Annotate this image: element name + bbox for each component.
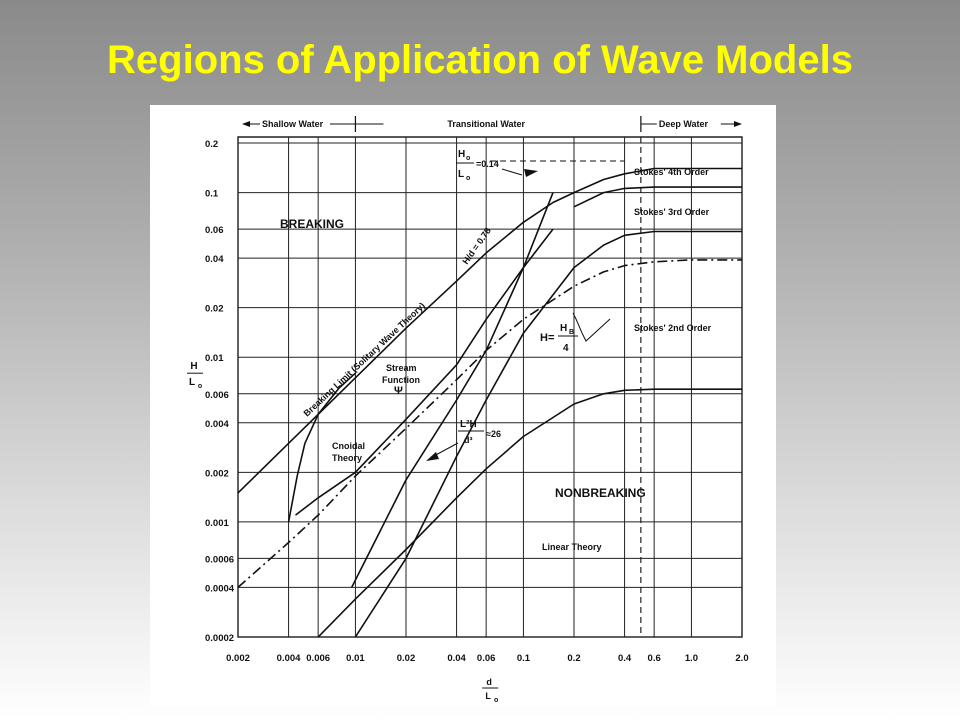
slide-title: Regions of Application of Wave Models bbox=[107, 38, 853, 82]
x-axis-label-den: L bbox=[485, 691, 491, 701]
ursell-num: L²H bbox=[460, 419, 477, 430]
ho-lo-num: H bbox=[458, 149, 465, 160]
hb-pointer-b bbox=[572, 312, 583, 334]
stream-function-label-2: Function bbox=[382, 375, 420, 385]
y-tick-label: 0.0002 bbox=[205, 633, 234, 644]
x-axis-label-num: d bbox=[486, 677, 492, 687]
x-tick-label: 0.2 bbox=[567, 653, 580, 664]
stokes-4th-label: Stokes' 4th Order bbox=[634, 167, 709, 177]
y-axis-label-den: L bbox=[189, 377, 195, 388]
deep-arrowhead bbox=[734, 121, 742, 127]
y-tick-label: 0.04 bbox=[205, 254, 224, 265]
ho-lo-den-sub: o bbox=[466, 175, 470, 182]
x-tick-label: 0.6 bbox=[648, 653, 661, 664]
breaking-limit-label: Breaking Limit (Solitary Wave Theory) bbox=[302, 301, 427, 419]
ursell-value: ≈26 bbox=[486, 429, 501, 439]
ho-lo-den: L bbox=[458, 169, 464, 180]
y-tick-label: 0.004 bbox=[205, 419, 229, 430]
y-tick-label: 0.0006 bbox=[205, 554, 234, 565]
x-tick-label: 0.02 bbox=[397, 653, 416, 664]
series-line-0 bbox=[237, 167, 742, 494]
x-tick-label: 0.01 bbox=[346, 653, 365, 664]
series-line-1 bbox=[354, 230, 742, 638]
deep-water-label: Deep Water bbox=[659, 119, 709, 129]
x-tick-label: 0.1 bbox=[517, 653, 531, 664]
grid bbox=[237, 136, 743, 638]
shallow-water-label: Shallow Water bbox=[262, 119, 324, 129]
x-axis-label-sub: o bbox=[494, 697, 498, 704]
y-tick-label: 0.006 bbox=[205, 390, 229, 401]
cnoidal-label-1: Cnoidal bbox=[332, 441, 365, 451]
y-tick-label: 0.06 bbox=[205, 225, 224, 236]
hb-pointer-a bbox=[581, 318, 611, 342]
x-tick-label: 0.06 bbox=[477, 653, 496, 664]
ho-lo-value: =0.14 bbox=[476, 159, 499, 169]
x-tick-label: 1.0 bbox=[685, 653, 698, 664]
series-line-7 bbox=[573, 186, 742, 208]
breaking-label: BREAKING bbox=[280, 217, 344, 231]
ho-lo-num-sub: o bbox=[466, 155, 470, 162]
stream-function-label-1: Stream bbox=[386, 363, 417, 373]
y-tick-label: 0.1 bbox=[205, 189, 219, 200]
nonbreaking-label: NONBREAKING bbox=[555, 486, 646, 500]
cnoidal-label-2: Theory bbox=[332, 453, 362, 463]
ho-lo-arrowhead bbox=[524, 169, 538, 177]
series-line-4 bbox=[350, 192, 554, 588]
y-tick-label: 0.01 bbox=[205, 353, 224, 364]
stream-function-symbol: Ψ bbox=[394, 385, 403, 397]
hd-ratio-label: H/d = 0.78 bbox=[460, 226, 492, 266]
hb-den: 4 bbox=[563, 343, 569, 354]
x-tick-label: 0.04 bbox=[447, 653, 466, 664]
x-tick-label: 0.004 bbox=[277, 653, 301, 664]
hb-num: H bbox=[560, 323, 567, 334]
y-tick-label: 0.02 bbox=[205, 304, 224, 315]
stokes-2nd-label: Stokes' 2nd Order bbox=[634, 323, 712, 333]
y-tick-label: 0.001 bbox=[205, 518, 229, 529]
series-line-3 bbox=[317, 388, 742, 638]
x-tick-label: 0.002 bbox=[226, 653, 250, 664]
x-tick-label: 2.0 bbox=[735, 653, 748, 664]
tick-labels: 0.002 0.004 0.006 0.01 0.02 0.04 0.06 0.1 0.2 0.4… bbox=[187, 139, 749, 704]
transitional-water-label: Transitional Water bbox=[447, 119, 525, 129]
y-tick-label: 0.2 bbox=[205, 139, 218, 150]
hb-lhs: H= bbox=[540, 332, 554, 344]
depth-zones: Shallow Water Transitional Water Deep Wate… bbox=[242, 116, 742, 637]
wave-model-chart: Shallow Water Transitional Water Deep Wate… bbox=[187, 116, 749, 704]
series-line-6 bbox=[287, 372, 356, 523]
linear-theory-label: Linear Theory bbox=[542, 542, 602, 552]
y-tick-label: 0.0004 bbox=[205, 583, 235, 594]
y-axis-label-num: H bbox=[190, 361, 197, 372]
ursell-arrowhead bbox=[426, 452, 439, 461]
y-tick-label: 0.002 bbox=[205, 468, 229, 479]
annotations: BREAKING NONBREAKING Linear Theory Stokes' … bbox=[280, 149, 712, 552]
series-line-2 bbox=[237, 259, 742, 588]
ho-lo-arrow-line bbox=[501, 168, 523, 176]
figure-panel: Shallow Water Transitional Water Deep Wate… bbox=[150, 105, 776, 707]
x-tick-label: 0.006 bbox=[306, 653, 330, 664]
hb-num-sub: B bbox=[569, 329, 574, 336]
stokes-3rd-label: Stokes' 3rd Order bbox=[634, 207, 710, 217]
series-lines bbox=[237, 167, 742, 638]
y-axis-label-sub: o bbox=[198, 383, 202, 390]
x-tick-label: 0.4 bbox=[618, 653, 632, 664]
series-line-5 bbox=[295, 228, 554, 516]
ursell-den: d³ bbox=[464, 435, 473, 445]
